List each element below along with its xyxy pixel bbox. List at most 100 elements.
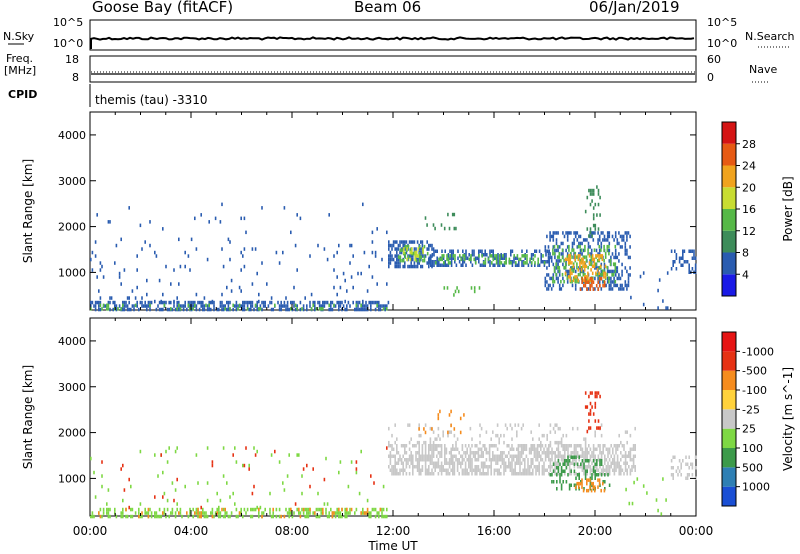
velocity-cell	[538, 472, 540, 476]
velocity-cell	[564, 444, 566, 448]
velocity-cell	[600, 462, 603, 466]
power-cell	[368, 300, 370, 305]
velocity-cell	[546, 437, 548, 441]
power-cell	[562, 283, 564, 288]
power-cell	[118, 275, 121, 279]
power-cell	[94, 300, 97, 305]
power-cell	[126, 296, 129, 300]
velocity-cell	[541, 458, 544, 462]
power-cell	[589, 234, 591, 239]
power-cell	[394, 264, 396, 269]
power-cell	[682, 249, 684, 253]
velocity-cell	[429, 458, 432, 462]
velocity-cell	[461, 461, 464, 465]
velocity-cell	[424, 454, 427, 458]
velocity-cell	[607, 473, 609, 477]
velocity-cell	[541, 468, 544, 472]
power-cell	[581, 287, 583, 291]
power-cell	[449, 261, 451, 265]
power-cell	[592, 280, 595, 284]
velocity-cell	[597, 458, 600, 462]
power-cell	[567, 275, 570, 279]
velocity-cell	[675, 469, 678, 473]
velocity-cell	[444, 451, 446, 455]
velocity-cell	[581, 478, 583, 482]
velocity-cell	[594, 447, 596, 451]
power-cell	[381, 304, 383, 308]
velocity-cell	[557, 444, 560, 448]
power-cell	[133, 304, 135, 308]
power-cell	[184, 250, 186, 255]
power-cell	[611, 287, 614, 291]
velocity-cell	[450, 430, 452, 434]
velocity-cell	[307, 507, 310, 512]
velocity-cell	[107, 514, 110, 519]
velocity-cell	[423, 440, 425, 445]
velocity-cell	[229, 514, 231, 519]
velocity-cell	[588, 451, 590, 455]
velocity-cell	[527, 458, 529, 462]
velocity-cell	[605, 447, 608, 451]
power-cell	[202, 307, 204, 312]
power-cell	[179, 307, 182, 311]
power-cell	[613, 238, 615, 242]
velocity-cell	[559, 440, 561, 445]
velocity-cell	[472, 451, 475, 455]
power-cell	[411, 250, 413, 255]
power-cell	[282, 250, 284, 255]
velocity-cell	[442, 433, 444, 438]
power-cell	[296, 307, 298, 311]
power-cell	[470, 260, 472, 264]
velocity-cell	[480, 465, 483, 469]
velocity-cell	[607, 465, 609, 469]
velocity-cell	[154, 511, 156, 515]
velocity-cell	[536, 454, 539, 458]
power-cell	[294, 303, 297, 308]
power-cell	[670, 267, 673, 271]
power-cell	[482, 253, 485, 257]
velocity-cell	[382, 514, 385, 519]
velocity-cell	[122, 498, 124, 503]
velocity-cell	[373, 507, 375, 512]
velocity-cell	[570, 444, 572, 448]
power-cell	[465, 249, 467, 253]
velocity-cell	[480, 472, 483, 476]
velocity-cell	[493, 458, 496, 462]
power-cell	[572, 276, 575, 280]
power-cell	[98, 307, 100, 312]
velocity-cell	[557, 461, 560, 465]
power-cell	[502, 263, 504, 267]
velocity-cell	[463, 413, 465, 417]
power-cell	[595, 266, 598, 270]
velocity-cell	[258, 514, 260, 519]
velocity-cell	[576, 465, 579, 469]
power-cell	[594, 276, 596, 281]
velocity-cell	[128, 505, 130, 510]
velocity-cell	[474, 472, 476, 476]
power-cell	[571, 255, 573, 259]
power-cell	[154, 250, 156, 255]
velocity-cell	[426, 458, 428, 462]
velocity-cell	[524, 447, 526, 451]
velocity-cell	[610, 461, 612, 465]
velocity-cell	[437, 458, 440, 462]
velocity-cell	[594, 401, 597, 406]
velocity-cell	[629, 447, 632, 451]
power-cell	[558, 273, 561, 277]
power-cell	[470, 254, 472, 258]
velocity-cell	[565, 480, 568, 484]
power-cell	[605, 238, 607, 242]
power-cell	[392, 257, 395, 262]
power-cell	[451, 212, 454, 217]
power-cell	[511, 263, 514, 267]
velocity-cell	[436, 444, 438, 448]
velocity-cell	[509, 447, 512, 451]
velocity-cell	[418, 458, 420, 462]
nsearch-tick-high: 10^5	[707, 16, 738, 29]
power-cell	[571, 248, 573, 252]
velocity-cell	[694, 466, 697, 470]
power-cell	[490, 249, 493, 253]
power-cell	[587, 275, 589, 279]
velocity-cell	[564, 451, 566, 455]
power-cell	[341, 300, 343, 305]
